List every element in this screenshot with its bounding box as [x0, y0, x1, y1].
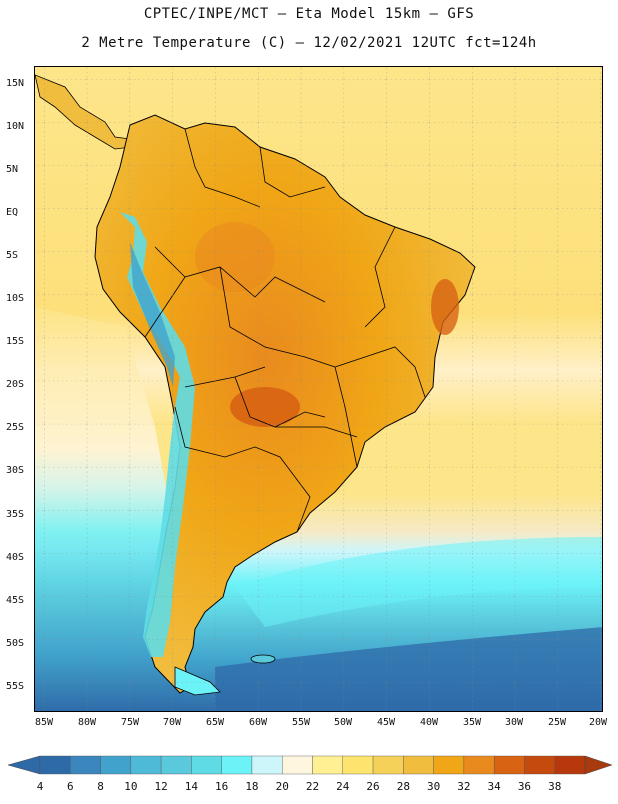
lat-label: 20S: [6, 379, 25, 390]
colorbar-swatch: [221, 755, 253, 775]
lat-label: 10S: [6, 293, 25, 304]
colorbar-tick-label: 20: [276, 780, 289, 793]
colorbar-tick-label: 32: [457, 780, 470, 793]
lat-label: 25S: [6, 422, 25, 433]
colorbar-swatch: [493, 755, 525, 775]
colorbar-swatch: [251, 755, 283, 775]
colorbar-arrow-left: [7, 755, 41, 775]
lat-label: 40S: [6, 552, 25, 563]
colorbar-tick-label: 4: [37, 780, 44, 793]
colorbar-swatch: [433, 755, 465, 775]
colorbar-swatch: [524, 755, 555, 775]
colorbar-swatch: [403, 755, 434, 775]
lon-label: 60W: [248, 717, 268, 728]
lat-label: 15S: [6, 336, 25, 347]
map-frame: [34, 66, 603, 712]
colorbar-tick-label: 26: [366, 780, 379, 793]
lat-label: 15N: [6, 78, 25, 89]
colorbar-tick-label: 14: [185, 780, 199, 793]
colorbar-tick-label: 8: [97, 780, 104, 793]
colorbar-tick-label: 24: [336, 780, 350, 793]
lon-label: 20W: [588, 717, 608, 728]
colorbar-swatch: [130, 755, 162, 775]
lon-label: 30W: [504, 717, 524, 728]
colorbar-swatch: [342, 755, 374, 775]
colorbar-swatch: [39, 755, 71, 775]
temperature-map: [35, 67, 602, 711]
lon-label: 55W: [291, 717, 311, 728]
colorbar-swatch: [191, 755, 222, 775]
lat-label: 10N: [6, 121, 25, 132]
colorbar-swatch: [463, 755, 495, 775]
colorbar-tick-label: 16: [215, 780, 228, 793]
lon-label: 50W: [333, 717, 353, 728]
colorbar-tick-label: 34: [488, 780, 502, 793]
lat-label: 55S: [6, 681, 25, 692]
lon-label: 25W: [547, 717, 567, 728]
lon-label: 75W: [120, 717, 140, 728]
colorbar-arrow-right: [584, 755, 613, 775]
colorbar-swatch: [554, 755, 586, 775]
colorbar-tick-label: 6: [67, 780, 74, 793]
colorbar-tick-label: 10: [124, 780, 137, 793]
colorbar-tick-label: 12: [154, 780, 167, 793]
colorbar-tick-label: 28: [397, 780, 410, 793]
colorbar-tick-label: 18: [245, 780, 258, 793]
lon-label: 40W: [419, 717, 439, 728]
lat-label: 50S: [6, 638, 25, 649]
colorbar-swatch: [312, 755, 343, 775]
colorbar: 4 6 8 10 12 14 16 18 20 22 24 26 28 30 32 34 36 38: [0, 750, 618, 800]
lat-label: 5N: [6, 164, 19, 175]
lon-label: 70W: [162, 717, 182, 728]
lat-label: EQ: [6, 207, 19, 218]
colorbar-tick-label: 36: [518, 780, 531, 793]
lon-label: 80W: [77, 717, 97, 728]
colorbar-swatch: [70, 755, 101, 775]
colorbar-svg: 4 6 8 10 12 14 16 18 20 22 24 26 28 30 32 34 36 38: [7, 755, 613, 793]
graticule: [35, 67, 602, 711]
colorbar-tick-label: 38: [548, 780, 561, 793]
colorbar-swatch: [282, 755, 313, 775]
lat-label: 30S: [6, 465, 25, 476]
colorbar-tick-label: 22: [306, 780, 319, 793]
lat-label: 35S: [6, 509, 25, 520]
colorbar-tick-label: 30: [427, 780, 440, 793]
lon-label: 65W: [205, 717, 225, 728]
lon-label: 45W: [376, 717, 396, 728]
lon-label: 85W: [34, 717, 54, 728]
colorbar-swatch: [100, 755, 132, 775]
map-subtitle: 2 Metre Temperature (C) – 12/02/2021 12U…: [81, 35, 537, 51]
lat-label: 45S: [6, 595, 25, 606]
colorbar-swatch: [372, 755, 404, 775]
map-title: CPTEC/INPE/MCT – Eta Model 15km – GFS: [143, 6, 475, 22]
colorbar-swatch: [160, 755, 192, 775]
lat-label: 5S: [6, 250, 19, 261]
lon-label: 35W: [462, 717, 482, 728]
